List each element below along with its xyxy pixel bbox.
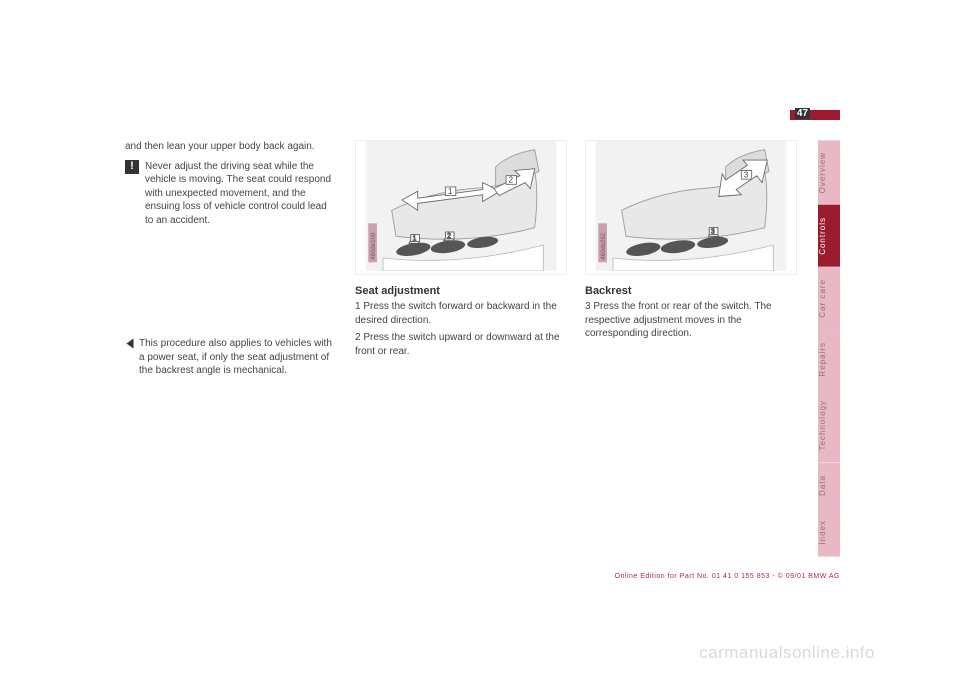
warning-icon: ! — [125, 160, 139, 174]
footer-text: Online Edition for Part No. 01 41 0 155 … — [615, 573, 840, 580]
figure-label: 460de262 — [601, 232, 607, 260]
figure-label: 460de109 — [371, 232, 377, 260]
column-middle: 1 2 1 2 460de109 Seat adjus — [355, 140, 565, 378]
svg-text:1: 1 — [448, 187, 452, 196]
figure-backrest: 3 3 460de262 — [585, 140, 797, 275]
tab-car-care[interactable]: Car care — [818, 267, 840, 330]
pointer-icon — [127, 339, 134, 349]
tab-overview[interactable]: Overview — [818, 140, 840, 205]
watermark: carmanualsonline.info — [699, 643, 875, 663]
column-left: and then lean your upper body back again… — [125, 140, 335, 378]
svg-text:3: 3 — [711, 229, 715, 236]
column-right: 3 3 460de262 Backrest 3 Press the front … — [585, 140, 795, 378]
svg-text:3: 3 — [744, 170, 748, 179]
side-tabs: Overview Controls Car care Repairs Techn… — [818, 140, 840, 556]
svg-text:2: 2 — [447, 233, 451, 240]
body-text: 1 Press the switch forward or backward i… — [355, 300, 565, 327]
svg-text:1: 1 — [412, 236, 416, 243]
section-heading: Backrest — [585, 285, 795, 297]
content-columns: and then lean your upper body back again… — [125, 140, 795, 378]
body-text: This procedure also applies to vehicles … — [139, 337, 335, 378]
tab-index[interactable]: Index — [818, 508, 840, 557]
tab-data[interactable]: Data — [818, 463, 840, 508]
page-container: 47 and then lean your upper body back ag… — [120, 110, 840, 570]
body-text: 2 Press the switch upward or downward at… — [355, 331, 565, 358]
warning-block: ! Never adjust the driving seat while th… — [125, 160, 335, 228]
tab-repairs[interactable]: Repairs — [818, 330, 840, 389]
section-heading: Seat adjustment — [355, 285, 565, 297]
body-text: and then lean your upper body back again… — [125, 140, 335, 154]
warning-text: Never adjust the driving seat while the … — [145, 160, 335, 228]
tab-technology[interactable]: Technology — [818, 388, 840, 462]
figure-seat-adjust: 1 2 1 2 460de109 — [355, 140, 567, 275]
tab-controls[interactable]: Controls — [818, 205, 840, 267]
page-number: 47 — [795, 108, 810, 119]
svg-text:2: 2 — [509, 176, 513, 185]
body-text: 3 Press the front or rear of the switch.… — [585, 300, 795, 341]
